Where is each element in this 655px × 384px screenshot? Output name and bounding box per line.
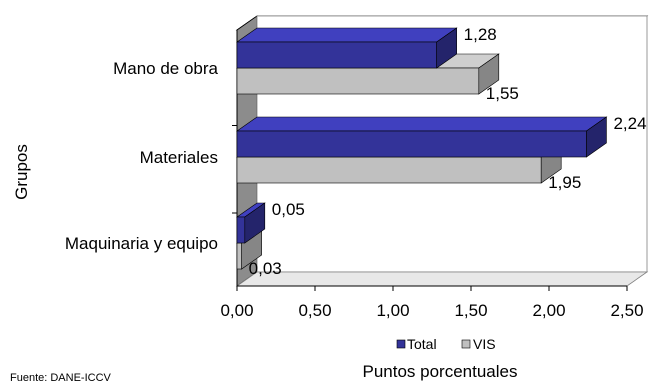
data-label-vis-1: 1,95 <box>548 173 581 192</box>
data-label-vis-0: 1,55 <box>486 84 519 103</box>
legend-swatch-vis <box>461 339 471 349</box>
category-label: Materiales <box>140 148 218 167</box>
bar-side-face <box>436 27 457 69</box>
legend-swatch-total <box>396 339 406 349</box>
data-label-total-0: 1,28 <box>464 25 497 44</box>
category-label: Maquinaria y equipo <box>65 234 218 253</box>
bar-total-2 <box>236 202 266 244</box>
data-label-total-2: 0,05 <box>272 200 305 219</box>
bar-front-face <box>236 156 542 184</box>
bar-front-face <box>236 67 480 95</box>
bar-side-face <box>478 53 500 95</box>
bar-front-face <box>236 130 587 158</box>
source-note: Fuente: DANE-ICCV <box>10 372 112 384</box>
bar-front-face <box>236 216 246 244</box>
legend-label-total: Total <box>407 336 437 352</box>
x-tick-label: 2,00 <box>532 301 565 320</box>
x-tick-label: 1,50 <box>454 301 487 320</box>
data-label-vis-2: 0,03 <box>249 259 282 278</box>
bar-front-face <box>236 242 242 270</box>
legend: Total VIS <box>396 336 496 352</box>
category-label: Mano de obra <box>113 59 218 78</box>
bar-side-face <box>244 202 266 244</box>
chart-floor <box>235 271 649 287</box>
bar-total-1 <box>236 116 608 158</box>
legend-label-vis: VIS <box>473 336 496 352</box>
bar-front-face <box>236 41 437 69</box>
bar-top-face <box>236 116 608 132</box>
bar-total-0 <box>236 27 458 69</box>
bar-top-face <box>236 27 458 43</box>
x-tick-label: 2,50 <box>610 301 643 320</box>
y-axis-title: Grupos <box>12 144 31 200</box>
bar-side-face <box>586 116 607 158</box>
x-tick-label: 0,00 <box>220 301 253 320</box>
x-tick-label: 1,00 <box>376 301 409 320</box>
x-tick-label: 0,50 <box>298 301 331 320</box>
x-axis-title: Puntos porcentuales <box>363 362 518 381</box>
data-label-total-1: 2,24 <box>613 114 646 133</box>
